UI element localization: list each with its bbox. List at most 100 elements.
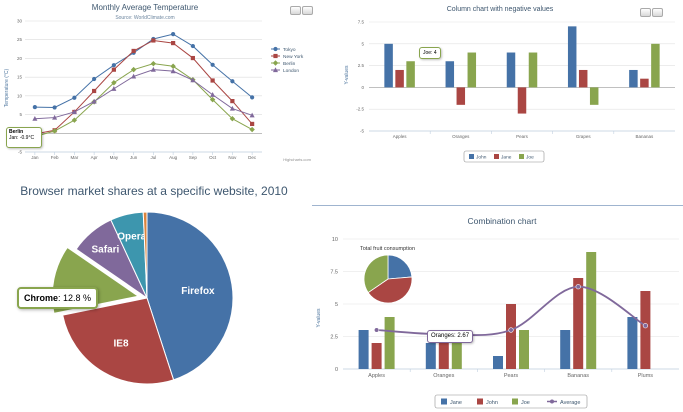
firefox-slice[interactable] xyxy=(146,211,234,381)
new-york-point[interactable] xyxy=(210,78,215,83)
london-point[interactable] xyxy=(131,73,137,79)
berlin-point[interactable] xyxy=(209,96,216,103)
legend-item-jane[interactable]: Jane xyxy=(494,154,512,161)
export-button[interactable] xyxy=(302,6,313,15)
credits-text[interactable]: Highcharts.com xyxy=(283,157,311,162)
london-point[interactable] xyxy=(52,114,58,120)
print-button[interactable] xyxy=(640,8,651,17)
new-york-point[interactable] xyxy=(131,48,136,54)
average-point[interactable] xyxy=(642,323,649,329)
berlin-point[interactable] xyxy=(130,66,137,73)
tokyo-point[interactable] xyxy=(230,79,235,84)
london-point[interactable] xyxy=(229,105,235,111)
new-york-point[interactable] xyxy=(250,121,255,127)
joe-bar[interactable] xyxy=(651,43,660,88)
london-point[interactable] xyxy=(190,77,196,83)
print-button[interactable] xyxy=(290,6,301,15)
london-point[interactable] xyxy=(91,98,97,104)
new-york-point[interactable] xyxy=(230,98,235,104)
london-point[interactable] xyxy=(170,68,176,74)
london-point[interactable] xyxy=(249,112,255,118)
john-bar[interactable] xyxy=(445,61,455,88)
john-bar[interactable] xyxy=(384,43,393,88)
new-york-point[interactable] xyxy=(171,40,176,46)
tokyo-point[interactable] xyxy=(250,95,255,100)
berlin-point[interactable] xyxy=(111,80,117,86)
legend-new-york-point[interactable] xyxy=(273,53,278,59)
legend-berlin-point[interactable] xyxy=(272,60,279,66)
jane-bar[interactable] xyxy=(358,330,369,369)
jane-bar[interactable] xyxy=(640,78,649,88)
legend-item-london[interactable]: London xyxy=(271,67,299,74)
berlin-point[interactable] xyxy=(249,126,255,133)
jane-bar[interactable] xyxy=(627,317,638,369)
new-york-point[interactable] xyxy=(151,38,156,43)
legend-item-jane[interactable]: Jane xyxy=(441,398,462,407)
john-bar[interactable] xyxy=(640,291,651,369)
export-button[interactable] xyxy=(652,8,663,17)
joe-bar[interactable] xyxy=(519,330,529,369)
john-bar[interactable] xyxy=(567,26,577,88)
john-bar[interactable] xyxy=(629,69,638,88)
london-point[interactable] xyxy=(32,115,38,121)
jane-consumption-slice[interactable] xyxy=(387,254,413,280)
london-point[interactable] xyxy=(210,92,216,97)
ie8-slice[interactable] xyxy=(62,297,175,385)
legend-item-joe[interactable]: Joe xyxy=(512,398,530,407)
new-york-point[interactable] xyxy=(92,88,97,94)
john-bar[interactable] xyxy=(506,304,516,369)
joe-bar[interactable] xyxy=(467,52,477,88)
london-point[interactable] xyxy=(150,66,156,72)
new-york-point[interactable] xyxy=(190,55,195,61)
joe-bar[interactable] xyxy=(384,317,395,369)
average-point[interactable] xyxy=(373,327,380,333)
berlin-point[interactable] xyxy=(150,60,157,67)
john-consumption-slice[interactable] xyxy=(367,276,413,304)
joe-bar[interactable] xyxy=(451,330,462,369)
london-point[interactable] xyxy=(71,109,77,115)
tokyo-point[interactable] xyxy=(171,31,176,37)
legend-item-tokyo[interactable]: Tokyo xyxy=(271,47,296,53)
berlin-point[interactable] xyxy=(51,128,58,134)
legend-item-joe[interactable]: Joe xyxy=(519,154,534,161)
tokyo-point[interactable] xyxy=(72,95,77,100)
average-point[interactable] xyxy=(508,327,514,333)
legend-item-new-york[interactable]: New York xyxy=(271,54,304,60)
others-slice[interactable] xyxy=(142,211,148,299)
jane-bar[interactable] xyxy=(456,87,466,105)
average-point[interactable] xyxy=(575,284,581,290)
joe-bar[interactable] xyxy=(586,252,597,369)
jane-bar[interactable] xyxy=(578,69,588,88)
jane-bar[interactable] xyxy=(493,356,503,369)
tokyo-point[interactable] xyxy=(190,43,195,49)
legend-item-average[interactable]: Average xyxy=(547,399,580,407)
jane-bar[interactable] xyxy=(517,87,527,114)
tokyo-point[interactable] xyxy=(111,63,116,68)
tokyo-point[interactable] xyxy=(52,105,57,110)
tokyo-point[interactable] xyxy=(210,62,215,67)
berlin-point[interactable] xyxy=(229,115,236,122)
berlin-point[interactable] xyxy=(71,117,78,123)
joe-bar[interactable] xyxy=(406,61,415,88)
tokyo-point[interactable] xyxy=(92,76,97,82)
jane-bar[interactable] xyxy=(395,69,404,88)
jane-bar[interactable] xyxy=(425,343,436,369)
john-bar[interactable] xyxy=(506,52,516,88)
legend-item-berlin[interactable]: Berlin xyxy=(271,60,296,67)
legend-tokyo-point[interactable] xyxy=(273,46,278,52)
joe-bar[interactable] xyxy=(528,52,538,88)
jane-bar[interactable] xyxy=(560,330,571,369)
joe-consumption-slice[interactable] xyxy=(363,254,389,294)
legend-item-john[interactable]: John xyxy=(477,398,498,407)
john-bar[interactable] xyxy=(438,330,449,369)
berlin-point[interactable] xyxy=(170,63,176,70)
john-bar[interactable] xyxy=(371,343,382,369)
new-york-point[interactable] xyxy=(111,67,116,72)
joe-bar[interactable] xyxy=(589,87,599,105)
tokyo-point[interactable] xyxy=(32,104,37,110)
legend-london-point[interactable] xyxy=(272,67,279,73)
berlin-series-line xyxy=(34,63,253,138)
legend-item-john[interactable]: John xyxy=(469,154,487,161)
john-bar[interactable] xyxy=(573,278,584,369)
london-point[interactable] xyxy=(111,86,117,91)
